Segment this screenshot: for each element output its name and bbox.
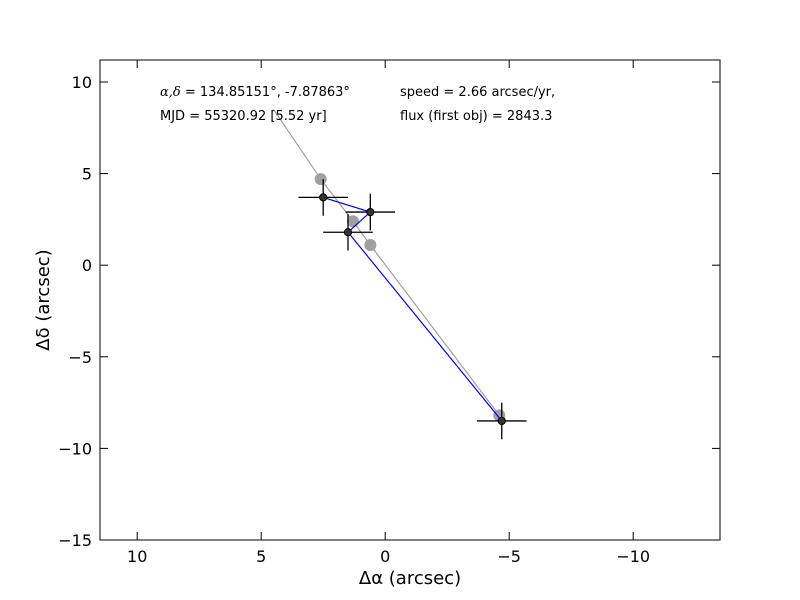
model-point [346, 215, 359, 228]
measurement-point [343, 228, 353, 237]
y-tick-label: −15 [58, 531, 92, 550]
y-axis: 10 5 0 −5 −10 −15 [58, 73, 720, 550]
y-tick-label: −5 [68, 348, 92, 367]
x-tick-label: 10 [127, 547, 147, 566]
x-axis-title: Δα (arcsec) [359, 568, 461, 589]
coordinate-annotation: α,δ = 134.85151°, -7.87863° [160, 85, 350, 100]
speed-annotation: speed = 2.66 arcsec/yr, [400, 85, 555, 100]
coordinate-symbol: α,δ [160, 85, 181, 100]
x-tick-label: −5 [497, 547, 521, 566]
y-tick-label: −10 [58, 439, 92, 458]
measurement-path-line [323, 196, 503, 422]
x-tick-label: 0 [380, 547, 390, 566]
coordinate-value: = 134.85151°, -7.87863° [181, 85, 350, 100]
y-tick-label: 0 [82, 256, 92, 275]
model-point [364, 239, 377, 252]
y-tick-label: 5 [82, 165, 92, 184]
x-tick-label: 5 [256, 547, 266, 566]
y-tick-label: 10 [72, 73, 92, 92]
measurement-point [319, 193, 328, 202]
plot-area [273, 109, 527, 440]
y-axis-title: Δδ (arcsec) [33, 249, 54, 350]
measurement-point [497, 416, 506, 426]
plot-frame [99, 59, 721, 541]
measurement-point [366, 207, 375, 217]
model-point [314, 173, 327, 186]
x-tick-label: −10 [616, 547, 650, 566]
mjd-annotation: MJD = 55320.92 [5.52 yr] [160, 109, 327, 124]
x-axis: 10 5 0 −5 −10 [127, 60, 650, 566]
flux-annotation: flux (first obj) = 2843.3 [400, 109, 552, 124]
